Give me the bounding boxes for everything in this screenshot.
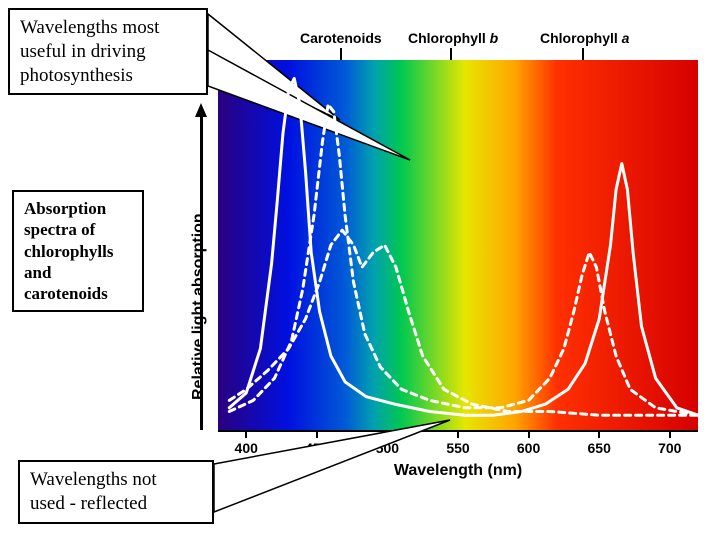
legend-pointer-chl_a [582,48,584,60]
x-tick-label: 600 [517,440,540,456]
x-tick-label: 700 [658,440,681,456]
y-axis-stub [200,115,203,116]
x-tick [316,430,318,438]
slide-root: 400 450 500 550 600 650 700 Wavelength (nm) Re… [0,0,720,540]
y-axis-title: Relative light absorption [190,213,208,400]
callout-text: Absorptionspectra ofchlorophyllsandcarot… [24,198,132,304]
x-tick-label: 500 [376,440,399,456]
x-tick-label: 450 [305,440,328,456]
x-tick [245,430,247,438]
callout-wavelengths-useful: Wavelengths mostuseful in drivingphotosy… [8,8,208,95]
legend-label-chl_b: Chlorophyll b [408,30,498,46]
x-tick [669,430,671,438]
legend-label-chl_a: Chlorophyll a [540,30,629,46]
x-tick-label: 550 [446,440,469,456]
legend-label-carotenoids: Carotenoids [300,30,382,46]
callout-absorption-spectra: Absorptionspectra ofchlorophyllsandcarot… [12,190,144,312]
callout-text: Wavelengths mostuseful in drivingphotosy… [20,16,196,87]
x-tick [457,430,459,438]
x-tick [386,430,388,438]
x-tick-label: 400 [235,440,258,456]
spectrum-background [218,60,698,430]
x-tick-label: 650 [587,440,610,456]
x-axis-title: Wavelength (nm) [394,462,522,480]
x-tick [598,430,600,438]
x-tick [528,430,530,438]
callout-wavelengths-reflected: Wavelengths notused - reflected [18,460,214,524]
legend-pointer-chl_b [450,48,452,60]
callout-text: Wavelengths notused - reflected [30,468,202,516]
legend-pointer-carotenoids [340,48,342,60]
